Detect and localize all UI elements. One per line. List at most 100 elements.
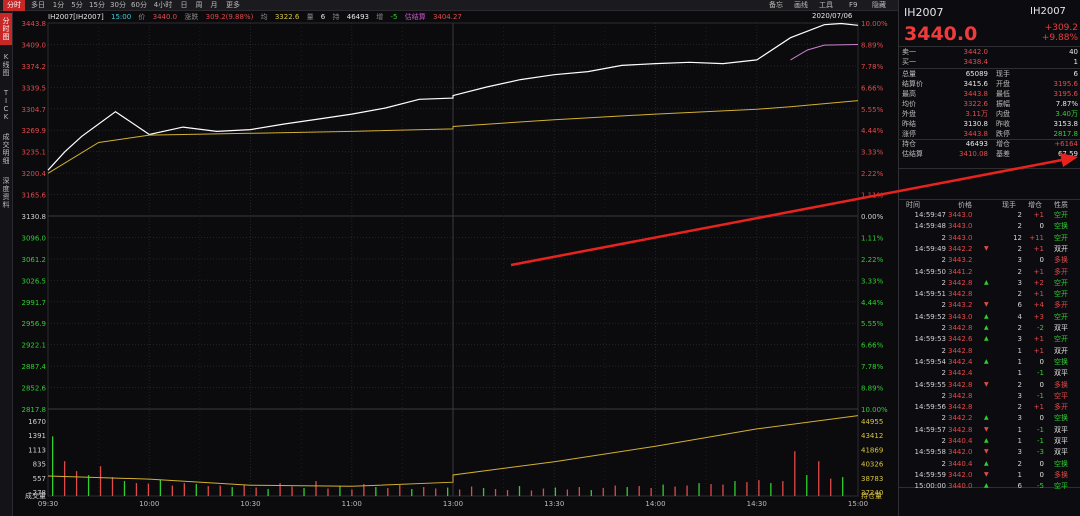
- tick-oi-change: -1: [1037, 369, 1044, 378]
- change-label: 涨跌: [184, 13, 199, 21]
- left-tab-2[interactable]: T I C K: [3, 89, 9, 121]
- info-oi-change: -5: [390, 13, 398, 21]
- tick-row[interactable]: 14:59:58 3442.0 ▼ 3 -3 双平: [902, 447, 1078, 458]
- tick-oi-change: +1: [1033, 244, 1044, 253]
- left-tab-3[interactable]: 成 交 明 细: [2, 133, 10, 165]
- tick-price: 3440.4: [948, 437, 973, 445]
- tick-oi-change: -3: [1037, 448, 1044, 457]
- volume-bar: [746, 482, 748, 496]
- tick-row[interactable]: 14:59:57 3442.8 ▼ 1 -1 双平: [902, 425, 1078, 436]
- pct-tick-label: 4.44%: [861, 127, 884, 135]
- price-tick-label: 2922.1: [22, 342, 47, 350]
- intraday-chart[interactable]: 3443.8 10.00% 3409.0 8.89% 3374.2 7.78% 3339.5…: [13, 11, 898, 516]
- tick-row[interactable]: 14:59:53 3442.6 ▲ 3 +1 空开: [902, 334, 1078, 345]
- quote-value: 3442.0: [963, 48, 989, 56]
- tick-row[interactable]: 14:59:49 3442.2 ▼ 2 +1 双开: [902, 244, 1078, 255]
- volume-bar: [710, 484, 712, 496]
- tick-row[interactable]: 2 3443.0 12 +11 空开: [902, 233, 1078, 244]
- tick-row[interactable]: 14:59:55 3442.8 ▼ 2 0 多换: [902, 380, 1078, 391]
- tab-7[interactable]: 4小时: [153, 1, 173, 9]
- left-tab-1[interactable]: K 线 图: [2, 53, 10, 77]
- tick-row[interactable]: 14:59:48 3443.0 2 0 空换: [902, 221, 1078, 232]
- tick-row[interactable]: 14:59:54 3442.4 ▲ 1 0 空换: [902, 357, 1078, 368]
- tab-3[interactable]: 5分: [71, 1, 83, 9]
- volume-bar: [458, 489, 461, 496]
- tab-5[interactable]: 30分: [110, 1, 126, 9]
- tick-price: 3442.8: [948, 278, 973, 287]
- tick-row[interactable]: 2 3442.8 ▲ 3 +2 空开: [902, 278, 1078, 289]
- quote-label: 振幅: [996, 100, 1010, 108]
- pct-tick-label: 8.89%: [861, 385, 884, 393]
- settle-label: 估结算: [404, 13, 426, 21]
- tick-row[interactable]: 2 3442.8 1 +1 双开: [902, 346, 1078, 357]
- pct-tick-label: 6.66%: [861, 342, 884, 350]
- tick-row[interactable]: 14:59:59 3442.0 ▼ 1 0 多换: [902, 470, 1078, 481]
- tick-nature: 多开: [1054, 267, 1068, 276]
- tick-row[interactable]: 2 3443.2 ▼ 6 +4 多开: [902, 300, 1078, 311]
- down-arrow-icon: ▼: [984, 380, 989, 388]
- toolbar-right-2[interactable]: 工具: [819, 1, 833, 9]
- tick-row[interactable]: 14:59:47 3443.0 2 +1 空开: [902, 210, 1078, 221]
- tick-row[interactable]: 14:59:56 3442.8 2 +1 多开: [902, 402, 1078, 413]
- tab-0[interactable]: 分时: [3, 0, 25, 11]
- tick-time: 14:59:48: [914, 222, 946, 231]
- tick-row[interactable]: 2 3443.2 3 0 多换: [902, 255, 1078, 266]
- tick-table-header: 时间 价格 现手 增仓 性质: [902, 200, 1078, 209]
- tab-2[interactable]: 1分: [52, 1, 65, 9]
- tick-oi-change: -5: [1037, 482, 1044, 491]
- toolbar-right-0[interactable]: 备忘: [769, 1, 783, 9]
- quote-row: 总量 65089 现手 6: [902, 69, 1078, 79]
- volume-bar: [219, 485, 221, 496]
- toolbar-right-3[interactable]: F9: [849, 1, 858, 9]
- price-tick-label: 2852.6: [22, 385, 47, 393]
- price-tick-label: 3374.2: [22, 63, 47, 71]
- toolbar-right-1[interactable]: 画线: [794, 1, 808, 9]
- up-arrow-icon: ▲: [984, 312, 989, 320]
- quote-label: 跌停: [996, 130, 1010, 138]
- tick-row[interactable]: 2 3442.8 ▲ 2 -2 双平: [902, 323, 1078, 334]
- tab-6[interactable]: 60分: [131, 1, 147, 9]
- series-line-2: [790, 44, 859, 61]
- tick-row[interactable]: 2 3442.4 1 -1 双平: [902, 368, 1078, 379]
- tick-row[interactable]: 14:59:52 3443.0 ▲ 4 +3 空开: [902, 312, 1078, 323]
- tick-time: 14:59:51: [914, 290, 946, 299]
- quote-label: 最低: [996, 90, 1010, 98]
- toolbar-right-4[interactable]: 隐藏: [872, 1, 886, 9]
- tick-time: 14:59:59: [914, 470, 946, 479]
- tab-4[interactable]: 15分: [89, 1, 105, 9]
- tick-row[interactable]: 2 3442.8 3 -1 空平: [902, 391, 1078, 402]
- tick-volume: 6: [1017, 301, 1022, 310]
- annotation-arrowhead: [1060, 153, 1078, 167]
- time-tick-label: 13:00: [443, 500, 463, 508]
- tick-row[interactable]: 2 3440.4 ▲ 1 -1 双平: [902, 436, 1078, 447]
- tick-oi-change: +1: [1033, 346, 1044, 355]
- volume-bar: [794, 451, 796, 496]
- volume-bar: [231, 487, 233, 496]
- tick-oi-change: 0: [1039, 414, 1044, 423]
- volume-bar: [554, 487, 557, 496]
- tab-10[interactable]: 月: [210, 1, 218, 9]
- time-tick-label: 14:30: [747, 500, 767, 508]
- left-tab-4[interactable]: 深 度 资 料: [2, 177, 10, 209]
- tick-row[interactable]: 15:00:00 3440.0 ▲ 6 -5 空平: [902, 481, 1078, 492]
- tick-nature: 空换: [1054, 357, 1068, 366]
- tick-time: 2: [941, 346, 946, 355]
- tab-11[interactable]: 更多: [226, 1, 240, 9]
- price-tick-label: 3269.9: [22, 127, 47, 135]
- tab-8[interactable]: 日: [180, 1, 188, 9]
- tick-nature: 双开: [1054, 244, 1068, 253]
- tick-time: 2: [941, 369, 946, 378]
- tick-row[interactable]: 14:59:51 3442.8 2 +1 空开: [902, 289, 1078, 300]
- price-tick-label: 3235.1: [22, 149, 47, 157]
- tick-row[interactable]: 14:59:50 3441.2 2 +1 多开: [902, 267, 1078, 278]
- tick-row[interactable]: 2 3440.4 ▲ 2 0 空换: [902, 459, 1078, 470]
- pct-tick-label: 7.78%: [861, 63, 884, 71]
- oi-tick-label: 37240: [861, 489, 883, 497]
- tick-nature: 空开: [1054, 335, 1068, 344]
- tab-1[interactable]: 多日: [31, 1, 45, 9]
- tick-volume: 1: [1017, 437, 1022, 445]
- tab-9[interactable]: 周: [195, 1, 203, 9]
- volume-bar: [662, 484, 664, 496]
- tick-row[interactable]: 2 3442.2 ▲ 3 0 空换: [902, 413, 1078, 424]
- left-tab-0[interactable]: 分 时 图: [0, 13, 12, 45]
